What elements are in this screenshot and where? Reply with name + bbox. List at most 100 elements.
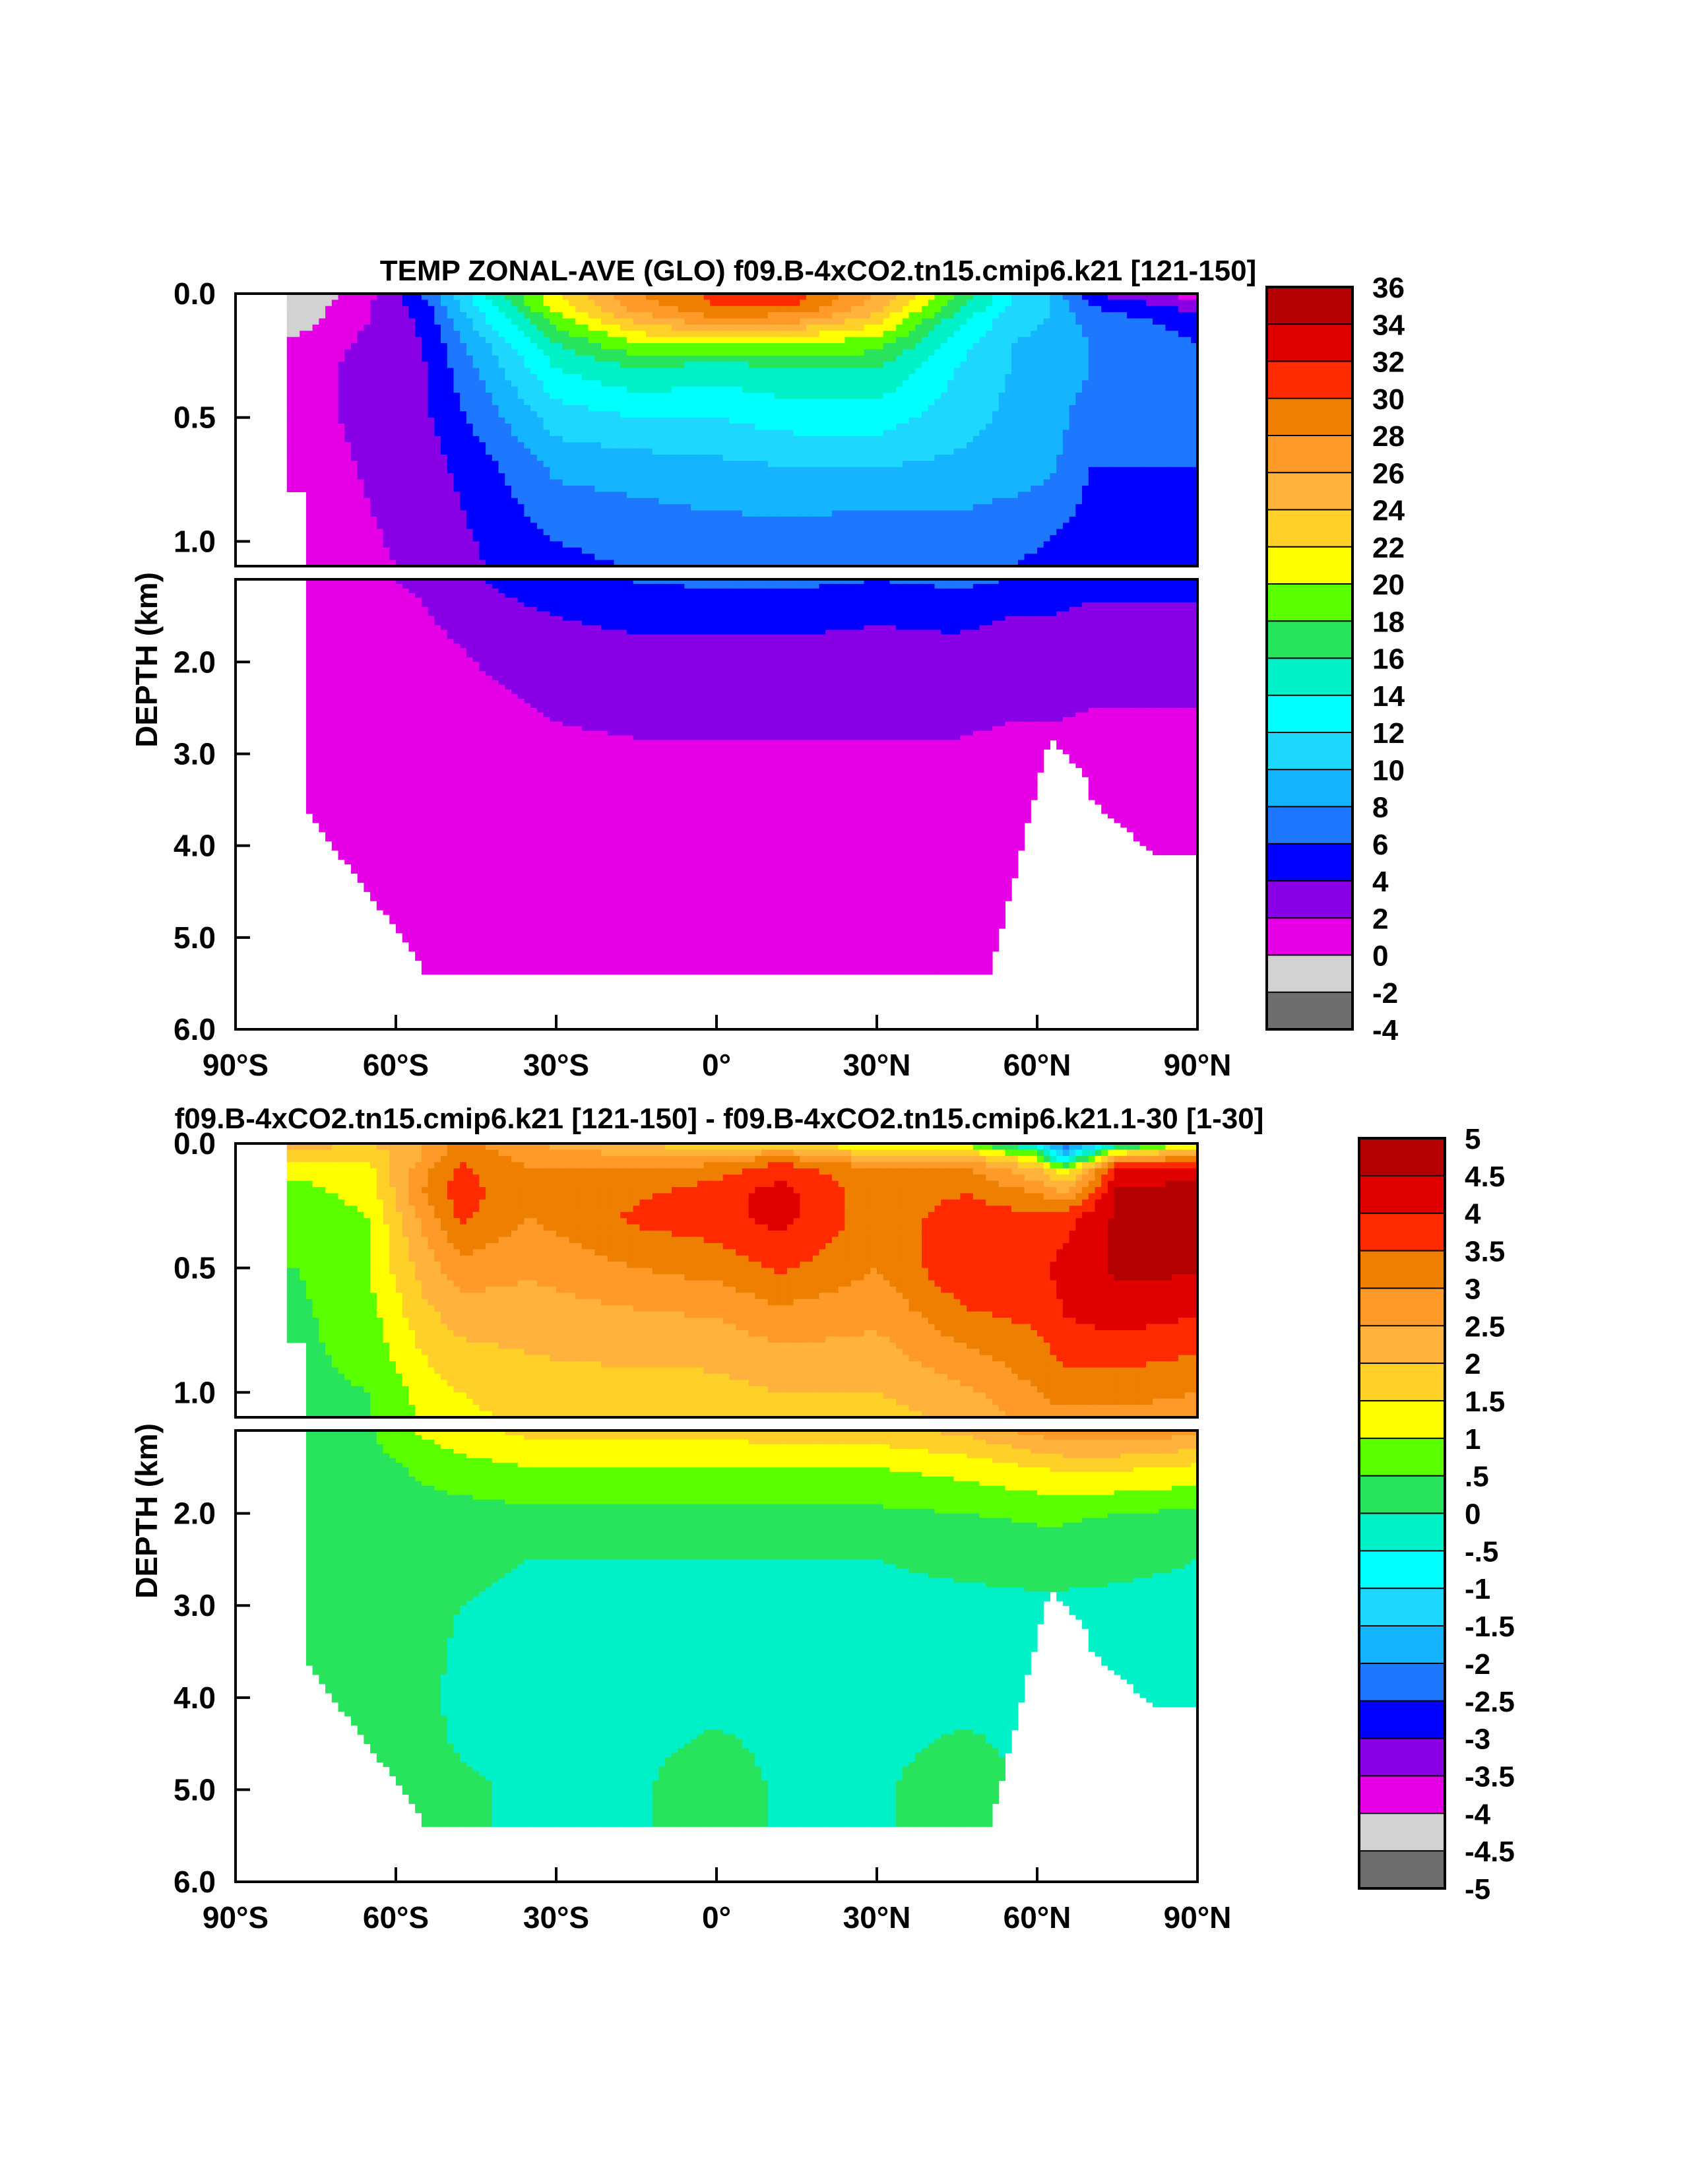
upper-cell: [658, 455, 666, 462]
upper-cell: [357, 300, 364, 307]
upper-cell: [979, 343, 986, 350]
upper-cell: [922, 435, 929, 443]
upper-cell: [646, 492, 653, 499]
upper-cell: [972, 541, 980, 548]
upper-cell: [550, 455, 557, 462]
upper-cell: [350, 380, 358, 387]
upper-cell: [524, 312, 531, 319]
upper-cell: [755, 331, 762, 338]
upper-cell: [684, 455, 691, 462]
upper-cell: [652, 343, 660, 350]
upper-cell: [434, 560, 441, 567]
upper-cell: [812, 535, 820, 542]
upper-cell: [370, 380, 377, 387]
upper-cell: [755, 455, 762, 462]
upper-cell: [350, 535, 358, 542]
upper-cell: [755, 362, 762, 369]
upper-cell: [434, 529, 441, 536]
upper-cell: [486, 529, 493, 536]
upper-cell: [922, 523, 929, 530]
upper-cell: [505, 380, 512, 387]
upper-cell: [889, 424, 897, 431]
upper-cell: [569, 343, 576, 350]
upper-cell: [717, 504, 724, 511]
upper-cell: [812, 337, 820, 344]
upper-cell: [434, 380, 441, 387]
upper-cell: [767, 411, 775, 418]
upper-cell: [646, 305, 653, 313]
upper-cell: [812, 424, 820, 431]
upper-cell: [286, 455, 294, 462]
upper-cell: [344, 337, 352, 344]
upper-cell: [530, 343, 538, 350]
upper-cell: [447, 529, 455, 536]
upper-cell: [658, 473, 666, 480]
upper-cell: [569, 535, 576, 542]
upper-cell: [441, 399, 448, 406]
upper-cell: [293, 466, 300, 474]
upper-cell: [389, 485, 397, 492]
upper-cell: [703, 393, 711, 400]
upper-cell: [530, 300, 538, 307]
upper-cell: [992, 318, 1000, 325]
upper-cell: [543, 535, 550, 542]
upper-cell: [588, 337, 595, 344]
upper-cell: [357, 362, 364, 369]
upper-cell: [338, 355, 345, 362]
upper-cell: [870, 417, 877, 424]
upper-cell: [896, 399, 903, 406]
upper-cell: [953, 554, 961, 561]
upper-cell: [305, 294, 313, 300]
upper-cell: [505, 368, 512, 375]
upper-cell: [722, 504, 730, 511]
upper-cell: [633, 479, 640, 486]
upper-cell: [517, 374, 525, 381]
upper-cell: [1011, 368, 1019, 375]
upper-cell: [511, 516, 519, 523]
upper-cell: [428, 504, 435, 511]
upper-cell: [536, 305, 544, 313]
upper-cell: [793, 479, 800, 486]
upper-cell: [902, 349, 910, 356]
upper-cell: [633, 473, 640, 480]
upper-cell: [864, 541, 871, 548]
upper-cell: [831, 455, 839, 462]
upper-cell: [864, 535, 871, 542]
upper-cell: [755, 349, 762, 356]
upper-cell: [857, 430, 865, 437]
upper-cell: [466, 417, 474, 424]
upper-cell: [761, 529, 769, 536]
upper-cell: [786, 442, 794, 449]
upper-cell: [344, 435, 352, 443]
upper-cell: [569, 404, 576, 412]
upper-cell: [992, 404, 1000, 412]
upper-cell: [305, 305, 313, 313]
upper-cell: [639, 560, 647, 567]
upper-cell: [421, 386, 429, 393]
upper-cell: [877, 331, 884, 338]
upper-cell: [312, 399, 319, 406]
upper-cell: [684, 461, 691, 468]
upper-cell: [1005, 305, 1012, 313]
upper-cell: [453, 331, 461, 338]
upper-cell: [536, 448, 544, 455]
upper-cell: [941, 516, 948, 523]
upper-cell: [838, 541, 845, 548]
upper-cell: [319, 331, 326, 338]
upper-cell: [1011, 523, 1019, 530]
upper-cell: [364, 485, 371, 492]
upper-cell: [806, 294, 813, 300]
upper-cell: [530, 466, 538, 474]
upper-cell: [729, 362, 736, 369]
upper-cell: [831, 355, 839, 362]
upper-cell: [370, 523, 377, 530]
upper-cell: [844, 541, 852, 548]
upper-cell: [505, 300, 512, 307]
upper-cell: [864, 523, 871, 530]
upper-cell: [376, 442, 384, 449]
upper-cell: [286, 294, 294, 300]
upper-cell: [498, 535, 505, 542]
upper-cell: [370, 331, 377, 338]
upper-cell: [486, 312, 493, 319]
upper-cell: [293, 424, 300, 431]
